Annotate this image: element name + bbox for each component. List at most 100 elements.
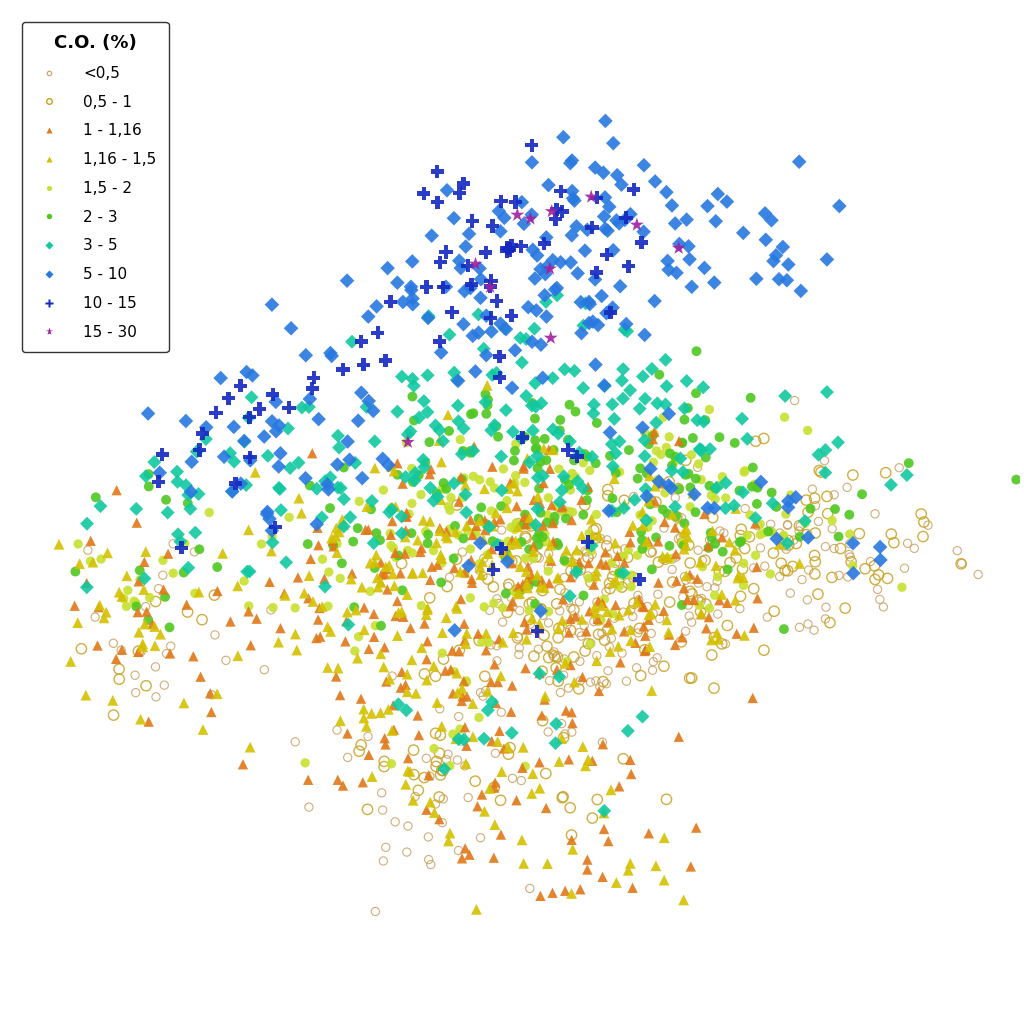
Point [411,410,427,426]
Point [638,481,654,498]
Point [500,241,516,257]
Point [278,554,294,570]
Point [538,534,554,550]
Point [160,546,176,562]
Point [399,684,416,700]
Point [427,668,443,684]
Point [147,689,164,706]
Point [680,239,696,255]
Point [614,360,631,377]
Point [302,477,318,494]
Point [495,614,511,631]
Point [680,597,696,613]
Point [630,470,646,486]
Point [438,480,455,497]
Point [601,639,617,655]
Point [462,444,478,461]
Point [891,460,907,476]
Point [764,524,780,541]
Point [602,581,618,597]
Point [731,482,748,499]
Point [741,528,758,545]
Point [505,625,521,641]
Point [691,440,708,457]
Point [674,597,690,613]
Point [650,534,667,550]
Point [464,571,480,588]
Point [596,632,612,648]
Point [613,373,630,389]
Point [705,509,721,525]
Point [693,590,710,606]
Point [345,534,361,550]
Point [569,265,586,282]
Point [244,389,260,406]
Point [220,390,237,407]
Point [531,615,548,632]
Point [485,579,502,595]
Point [563,600,580,616]
Point [396,546,413,562]
Point [545,441,561,458]
Point [467,256,483,272]
Point [155,552,171,568]
Point [470,325,486,341]
Point [685,485,701,502]
Point [397,776,414,793]
Point [575,588,592,604]
Point [869,582,886,598]
Point [586,522,602,539]
Point [596,805,612,821]
Point [356,622,373,638]
Point [486,480,503,497]
Point [782,585,799,601]
Point [604,396,621,413]
Point [422,590,438,606]
Point [583,635,599,651]
Point [547,509,563,525]
Point [540,558,556,574]
Point [353,690,370,707]
Point [422,571,438,588]
Point [606,462,623,478]
Point [506,475,522,492]
Point [622,382,638,398]
Point [646,293,663,309]
Point [753,526,769,543]
Point [681,537,697,553]
Point [146,454,163,470]
Point [536,475,552,492]
Point [840,568,856,585]
Point [580,549,596,565]
Point [546,514,562,530]
Point [354,470,371,486]
Point [547,211,563,227]
Point [780,532,797,549]
Point [554,790,570,806]
Point [514,354,530,371]
Point [776,621,793,637]
Point [671,236,687,252]
Point [492,370,508,386]
Point [511,586,527,602]
Point [606,411,623,427]
Point [563,569,580,586]
Point [602,447,618,464]
Point [614,567,631,584]
Point [458,239,474,255]
Point [894,579,910,595]
Point [684,586,700,602]
Point [678,567,694,584]
Point [640,519,656,536]
Point [552,494,568,510]
Point [406,378,422,394]
Point [144,615,161,632]
Point [191,441,208,458]
Point [657,396,674,413]
Point [404,474,421,490]
Point [152,465,168,481]
Point [282,460,298,476]
Point [460,558,476,574]
Point [674,434,690,451]
Point [662,594,678,610]
